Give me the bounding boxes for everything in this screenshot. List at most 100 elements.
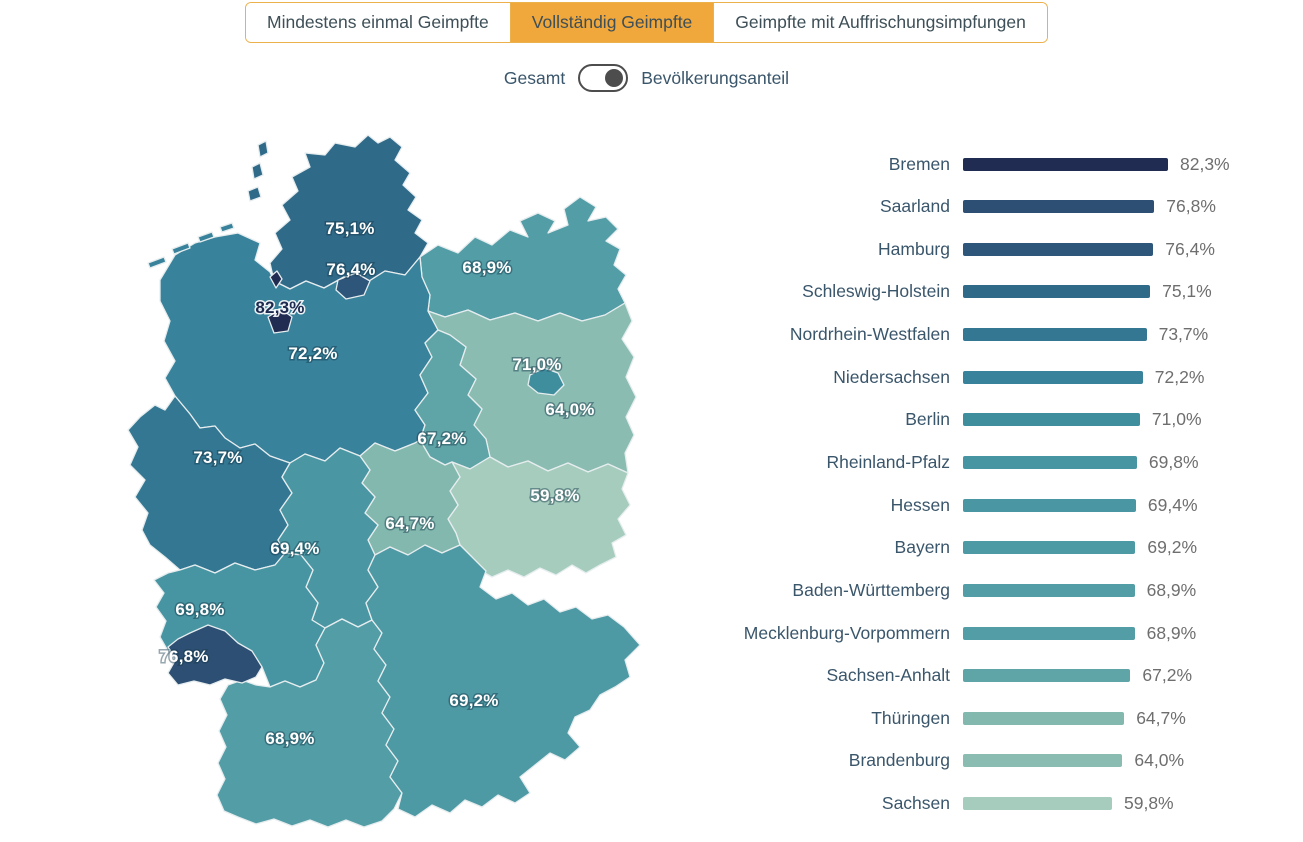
bar-sachsen-anhalt — [963, 669, 1131, 683]
map-region-sachsen[interactable] — [447, 456, 631, 578]
state-name: Rheinland-Pfalz — [826, 451, 950, 472]
bar-nordrhein-westfalen — [963, 328, 1147, 342]
bar-value: 72,2% — [1154, 366, 1205, 387]
map-island-3 — [147, 256, 167, 269]
bar-bremen — [963, 157, 1168, 171]
toggle-label-bevoelkerungsanteil: Bevölkerungsanteil — [641, 67, 790, 88]
tab-1[interactable]: Vollständig Geimpfte — [509, 3, 714, 42]
bar-row-bremen: Bremen 82,3% — [705, 143, 1230, 186]
bar-mecklenburg-vorpommern — [963, 626, 1135, 640]
bar-row-sachsen: Sachsen 59,8% — [705, 782, 1230, 825]
bar-value: 68,9% — [1146, 579, 1197, 600]
state-name: Saarland — [879, 196, 950, 217]
bar-row-hamburg: Hamburg 76,4% — [705, 228, 1230, 271]
bar-row-baden-wuerttemberg: Baden-Württemberg 68,9% — [705, 569, 1230, 612]
state-name: Hessen — [890, 494, 950, 515]
map-value-label-hessen: 69,4% — [270, 539, 319, 558]
map-region-bremen[interactable] — [267, 308, 293, 334]
bar-bayern — [963, 541, 1136, 555]
bar-row-bayern: Bayern 69,2% — [705, 526, 1230, 569]
state-name: Sachsen-Anhalt — [826, 665, 950, 686]
map-value-label-sachsen: 59,8% — [530, 486, 579, 505]
state-name: Sachsen — [881, 793, 950, 814]
tab-bar: Mindestens einmal Geimpfte Vollständig Ge… — [245, 2, 1048, 43]
bar-value: 76,4% — [1165, 238, 1215, 259]
bar-value: 71,0% — [1151, 409, 1202, 430]
map-value-label-rheinland-pfalz: 69,8% — [175, 600, 224, 619]
bar-thueringen — [963, 711, 1125, 725]
map-value-label-hamburg: 76,4% — [326, 260, 375, 279]
bar-row-saarland: Saarland 76,8% — [705, 185, 1230, 228]
bar-row-brandenburg: Brandenburg 64,0% — [705, 740, 1230, 783]
bar-rheinland-pfalz — [963, 455, 1137, 469]
map-value-label-schleswig-holstein: 75,1% — [325, 219, 374, 238]
bar-value: 82,3% — [1180, 153, 1230, 174]
bar-hamburg — [963, 242, 1154, 256]
state-name: Hamburg — [878, 238, 950, 259]
map-value-label-saarland: 76,8% — [159, 647, 208, 666]
map-island-5 — [197, 231, 215, 243]
map-region-saarland[interactable] — [167, 624, 263, 686]
bar-value: 69,8% — [1148, 451, 1199, 472]
map-value-label-brandenburg: 64,0% — [545, 400, 594, 419]
map-region-bayern[interactable] — [365, 544, 641, 818]
bar-chart: Bremen 82,3% Saarland 76,8% Hamburg 76,4% Schl… — [705, 143, 1230, 825]
bar-row-thueringen: Thüringen 64,7% — [705, 697, 1230, 740]
map-value-label-bayern: 69,2% — [449, 691, 498, 710]
tab-2[interactable]: Geimpfte mit Auffrischungsimpfungen — [713, 3, 1047, 42]
map-island-6 — [219, 222, 235, 233]
map-region-hamburg[interactable] — [335, 272, 371, 300]
bar-row-niedersachsen: Niedersachsen 72,2% — [705, 356, 1230, 399]
state-name: Bayern — [894, 537, 950, 558]
bar-value: 76,8% — [1166, 196, 1216, 217]
map-island-2 — [247, 186, 262, 202]
toggle-label-gesamt: Gesamt — [503, 67, 566, 88]
state-name: Mecklenburg-Vorpommern — [743, 622, 950, 643]
bar-value: 64,7% — [1136, 707, 1186, 728]
state-name: Nordrhein-Westfalen — [789, 324, 950, 345]
toggle-row: Gesamt Bevölkerungsanteil — [245, 64, 1048, 92]
bar-hessen — [963, 498, 1136, 512]
bar-row-berlin: Berlin 71,0% — [705, 399, 1230, 442]
gesamt-bevoelkerungsanteil-toggle[interactable] — [578, 64, 629, 92]
toggle-knob-icon — [605, 69, 624, 87]
bar-value: 69,4% — [1147, 494, 1198, 515]
map-island-4 — [171, 242, 191, 255]
bar-value: 69,2% — [1147, 537, 1198, 558]
bar-niedersachsen — [963, 370, 1143, 384]
state-name: Thüringen — [871, 707, 950, 728]
state-name: Bremen — [888, 153, 950, 174]
bar-schleswig-holstein — [963, 285, 1151, 299]
bar-value: 67,2% — [1142, 665, 1193, 686]
map-region-berlin[interactable] — [527, 367, 565, 396]
bar-value: 59,8% — [1124, 793, 1174, 814]
map-region-mecklenburg-vorpommern[interactable] — [419, 196, 627, 322]
bar-value: 73,7% — [1158, 324, 1209, 345]
tab-0[interactable]: Mindestens einmal Geimpfte — [246, 3, 510, 42]
bar-value: 64,0% — [1134, 750, 1185, 771]
map-island-1 — [251, 162, 264, 180]
map-value-label-bremen: 82,3% — [255, 298, 304, 317]
map-value-label-baden-wuerttemberg: 68,9% — [265, 729, 314, 748]
state-name: Brandenburg — [848, 750, 950, 771]
map-value-label-niedersachsen: 72,2% — [288, 344, 337, 363]
map-island-0 — [257, 140, 269, 158]
bar-row-hessen: Hessen 69,4% — [705, 484, 1230, 527]
bar-value: 68,9% — [1146, 622, 1197, 643]
state-name: Schleswig-Holstein — [802, 281, 950, 302]
map-value-label-berlin: 71,0% — [512, 355, 561, 374]
bar-berlin — [963, 413, 1140, 427]
bar-row-mecklenburg-vorpommern: Mecklenburg-Vorpommern 68,9% — [705, 612, 1230, 655]
bar-brandenburg — [963, 754, 1123, 768]
state-name: Niedersachsen — [833, 366, 950, 387]
map-value-label-thueringen: 64,7% — [385, 514, 434, 533]
bar-saarland — [963, 200, 1155, 214]
map-value-label-mecklenburg-vorpommern: 68,9% — [462, 258, 511, 277]
state-name: Berlin — [905, 409, 950, 430]
bar-row-nordrhein-westfalen: Nordrhein-Westfalen 73,7% — [705, 313, 1230, 356]
bar-baden-wuerttemberg — [963, 583, 1135, 597]
bar-row-sachsen-anhalt: Sachsen-Anhalt 67,2% — [705, 654, 1230, 697]
map-region-bremen-exclave[interactable] — [269, 270, 283, 289]
bar-value: 75,1% — [1162, 281, 1212, 302]
